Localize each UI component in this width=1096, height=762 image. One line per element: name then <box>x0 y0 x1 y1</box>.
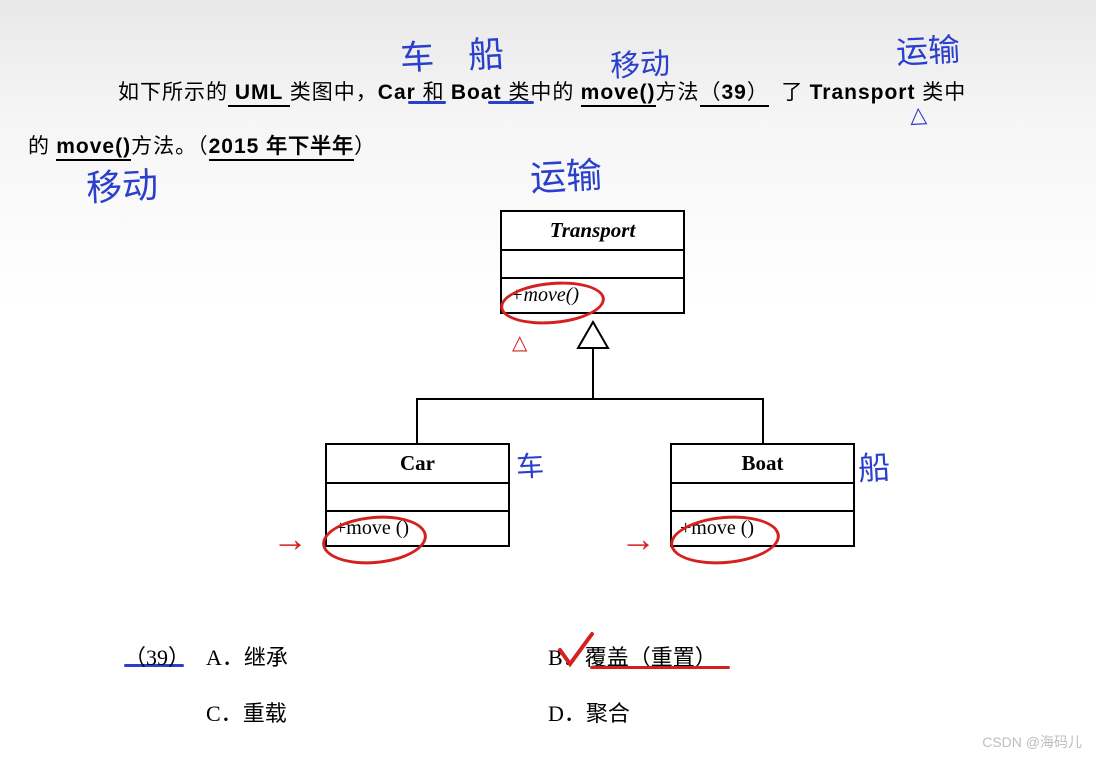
handwriting-yidong1: 移动 <box>609 38 671 85</box>
caret-transport: △ <box>909 102 927 129</box>
handwriting-yidong2: 移动 <box>85 156 160 212</box>
red-arrow-boat: → <box>620 518 656 560</box>
choice-d-key: D．聚合 <box>548 696 630 728</box>
q1-blank-n: 39 <box>722 81 747 107</box>
choice-c-key: C．重载 <box>206 696 287 728</box>
line-car <box>416 398 418 443</box>
uml-boat-name: Boat <box>672 445 853 484</box>
q1-p1: 如下所示的 <box>118 80 228 104</box>
line-boat <box>762 398 764 443</box>
uml-car-name: Car <box>327 445 508 484</box>
red-caret-transport: △ <box>512 330 527 355</box>
q1-blank-l: （ <box>700 80 722 107</box>
q1-p6: 了 <box>781 80 809 104</box>
q1-p5: 方法 <box>656 80 700 104</box>
q1-p2: 类图中， <box>290 80 378 104</box>
q1-uml: UML <box>228 81 290 107</box>
line-v1 <box>592 348 594 400</box>
red-underline-b <box>590 666 730 669</box>
q1-blank-r: ） <box>747 80 769 107</box>
underline-car <box>408 101 446 104</box>
handwriting-yunshu1: 运输 <box>895 24 961 73</box>
uml-car-attrs <box>327 484 508 512</box>
red-check-b-icon <box>556 630 596 670</box>
uml-transport-name: Transport <box>502 212 683 251</box>
q1-p7: 类中 <box>922 80 966 104</box>
line-h <box>416 398 764 400</box>
handwriting-yunshu2: 运输 <box>529 146 604 202</box>
q2-p2: 方法。（ <box>131 134 209 158</box>
question-line-2: 的 move()方法。（2015 年下半年） <box>28 130 376 160</box>
q2-p3: ） <box>354 134 376 158</box>
underline-boat <box>488 101 534 104</box>
handwriting-chuan2: 船 <box>857 442 891 490</box>
handwriting-chuan: 船 <box>467 25 506 79</box>
handwriting-che2: 车 <box>515 444 545 485</box>
choice-number: （39） <box>124 640 190 672</box>
uml-boat-attrs <box>672 484 853 512</box>
question-line-1: 如下所示的 UML 类图中，Car 和 Boat 类中的 move()方法（39… <box>118 76 966 106</box>
handwriting-che: 车 <box>399 29 436 80</box>
uml-transport-attrs <box>502 251 683 279</box>
red-arrow-car: → <box>272 518 308 560</box>
q1-transport: Transport <box>810 81 923 104</box>
q2-p1: 的 <box>28 134 56 158</box>
q2-year: 2015 年下半年 <box>209 135 355 161</box>
choice-a-key: A．继承 <box>206 640 288 672</box>
watermark: CSDN @海码儿 <box>982 732 1082 752</box>
